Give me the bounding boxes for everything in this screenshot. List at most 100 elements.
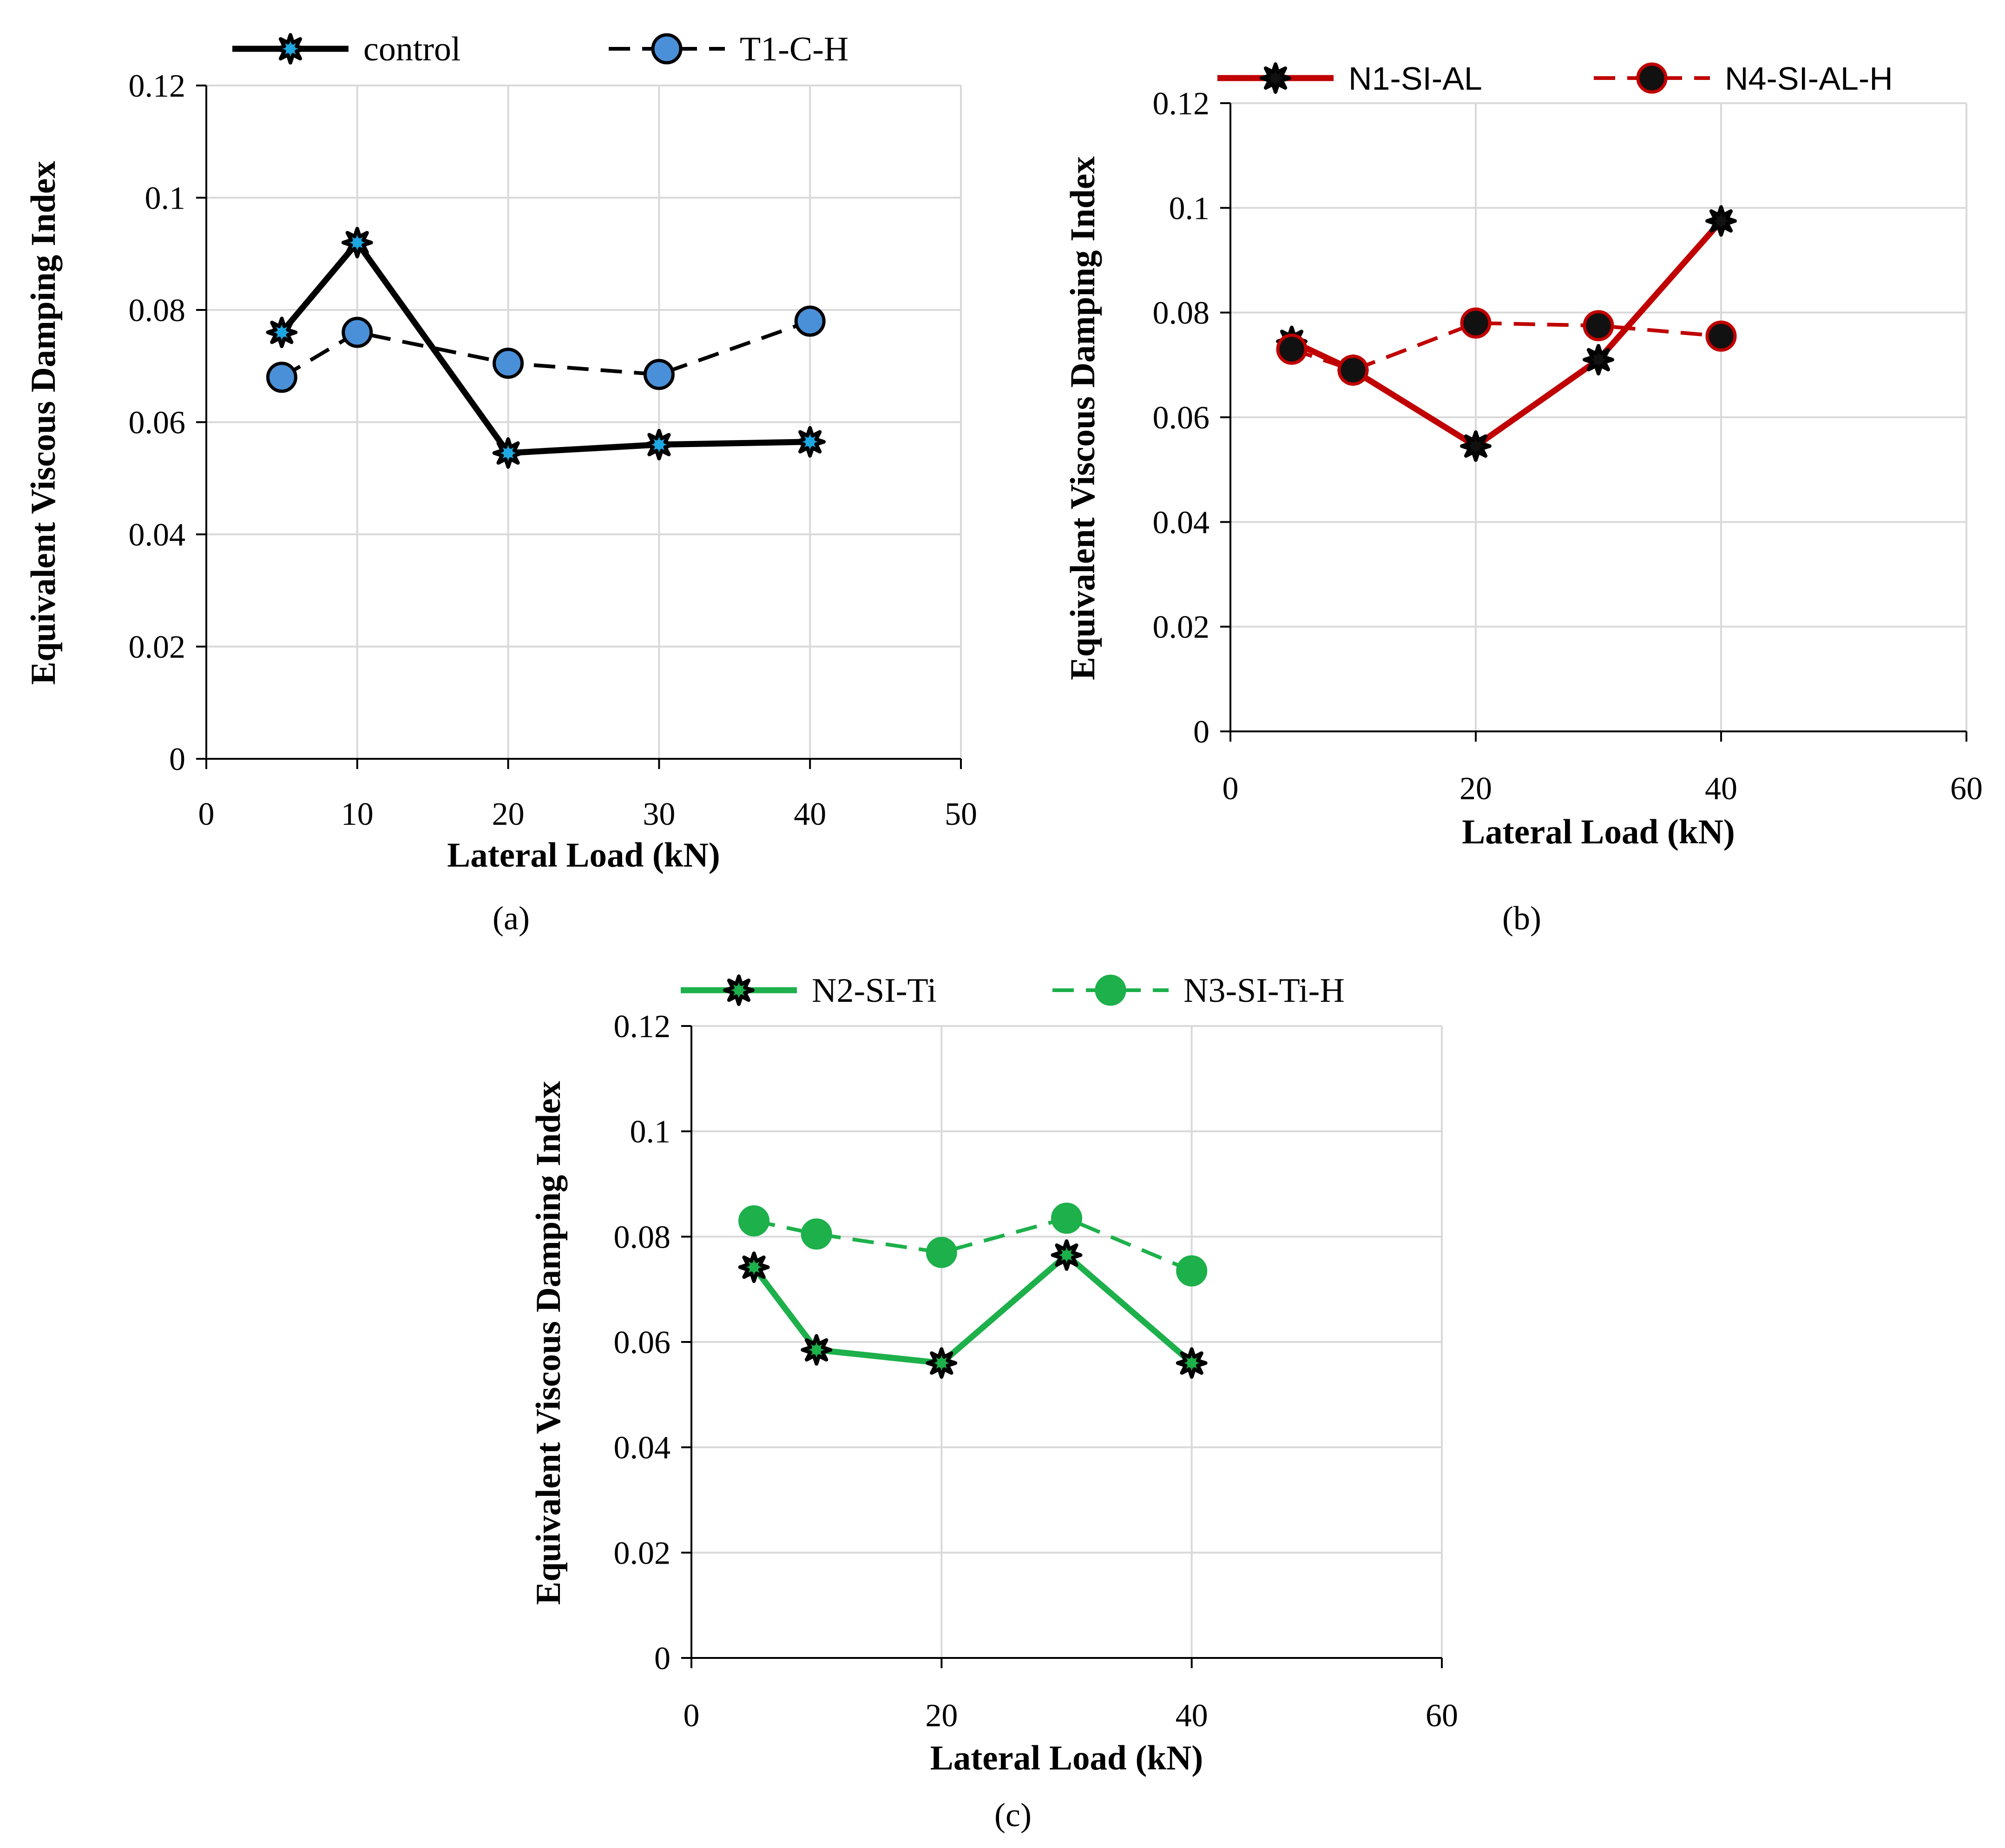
legend-label: N3-SI-Ti-H <box>1183 972 1345 1010</box>
series-line <box>1291 321 1722 372</box>
data-point <box>1176 1255 1208 1287</box>
data-point <box>266 362 297 393</box>
y-tick-label: 0.12 <box>1153 86 1210 122</box>
legend-marker <box>1095 974 1126 1006</box>
data-point <box>1276 334 1308 365</box>
legend: N1-SI-AL N4-SI-AL-H <box>1217 60 1893 97</box>
panel-caption: (c) <box>994 1796 1032 1834</box>
y-tick-label: 0.06 <box>129 405 186 441</box>
y-tick-label: 0.08 <box>129 293 186 329</box>
legend-label: control <box>363 30 461 68</box>
legend-label: T1-C-H <box>740 30 848 68</box>
series-1 <box>1276 205 1737 462</box>
legend: control T1-C-H <box>232 30 848 68</box>
chart-panel-3: 0 0.02 0.04 0.06 0.08 0.1 0.12 0 20 40 60 Lateral L… <box>529 972 1458 1834</box>
data-point <box>801 1218 832 1250</box>
data-point <box>926 1236 957 1268</box>
y-tick-label: 0.04 <box>1153 505 1210 540</box>
x-tick-label: 20 <box>1459 771 1492 807</box>
x-tick-label: 20 <box>492 796 525 832</box>
x-axis-title: Lateral Load (kN) <box>930 1739 1203 1777</box>
y-tick-label: 0 <box>1193 714 1210 750</box>
series-2 <box>1276 307 1737 386</box>
x-axis-title: Lateral Load (kN) <box>1462 813 1735 851</box>
y-tick-label: 0.12 <box>614 1009 671 1045</box>
y-tick-label: 0.1 <box>630 1114 671 1150</box>
legend-marker <box>275 33 306 65</box>
legend-marker <box>651 33 683 65</box>
x-tick-label: 40 <box>1705 771 1737 807</box>
legend-marker <box>723 974 755 1006</box>
x-tick-label: 0 <box>198 796 215 832</box>
data-point <box>926 1347 958 1379</box>
y-tick-label: 0.08 <box>614 1219 671 1255</box>
panel-caption: (b) <box>1502 900 1541 937</box>
data-point <box>643 359 675 390</box>
data-point <box>1583 344 1614 375</box>
y-tick-label: 0.04 <box>129 517 186 553</box>
x-tick-label: 0 <box>1223 771 1239 807</box>
series-1 <box>738 1239 1208 1379</box>
data-point <box>738 1251 770 1283</box>
series-2 <box>738 1203 1208 1287</box>
y-axis-title: Equivalent Viscous Damping Index <box>529 1081 568 1605</box>
y-tick-label: 0.06 <box>614 1325 671 1361</box>
y-tick-label: 0.1 <box>145 181 186 217</box>
data-point <box>492 437 524 469</box>
data-point <box>1337 355 1369 386</box>
x-tick-label: 10 <box>341 796 374 832</box>
legend-label: N1-SI-AL <box>1348 60 1482 97</box>
legend-label: N4-SI-AL-H <box>1725 60 1893 97</box>
chart-panel-1: 0 0.02 0.04 0.06 0.08 0.1 0.12 0 10 20 30 40 50 Later… <box>24 30 977 937</box>
panel-caption: (a) <box>493 900 530 937</box>
x-axis-title: Lateral Load (kN) <box>447 836 720 875</box>
data-point <box>1705 205 1737 237</box>
x-tick-label: 20 <box>925 1698 958 1734</box>
data-point <box>266 316 298 349</box>
y-axis-title: Equivalent Viscous Damping Index <box>24 161 63 685</box>
data-point <box>643 428 675 460</box>
y-tick-label: 0.12 <box>129 68 186 104</box>
y-tick-label: 0.02 <box>614 1535 671 1571</box>
x-tick-label: 40 <box>794 796 826 832</box>
data-point <box>1051 1203 1082 1234</box>
x-tick-label: 60 <box>1426 1698 1458 1734</box>
data-point <box>794 305 826 337</box>
y-tick-label: 0 <box>169 742 185 777</box>
data-point <box>1176 1347 1208 1379</box>
series-line <box>753 1216 1193 1273</box>
data-point <box>738 1205 770 1236</box>
data-point <box>794 426 826 458</box>
data-point <box>1705 320 1737 352</box>
x-tick-label: 50 <box>945 796 977 832</box>
data-point <box>1583 310 1614 342</box>
y-tick-label: 0.1 <box>1169 191 1210 226</box>
x-tick-label: 30 <box>643 796 675 832</box>
data-point <box>1460 430 1492 462</box>
data-point <box>493 348 524 379</box>
data-point <box>341 227 373 258</box>
y-axis-title: Equivalent Viscous Damping Index <box>1064 156 1102 680</box>
series-1 <box>266 227 826 469</box>
series-line <box>1290 219 1723 449</box>
x-tick-label: 0 <box>684 1698 700 1734</box>
legend-label: N2-SI-Ti <box>812 972 937 1010</box>
chart-panel-2: 0 0.02 0.04 0.06 0.08 0.1 0.12 0 20 40 60 Lateral L… <box>1064 60 1983 937</box>
legend: N2-SI-Ti N3-SI-Ti-H <box>681 972 1345 1010</box>
y-tick-label: 0.02 <box>1153 610 1210 645</box>
x-tick-label: 60 <box>1950 771 1983 807</box>
series-2 <box>266 305 826 393</box>
data-point <box>342 316 373 348</box>
legend-marker <box>1636 62 1668 94</box>
y-tick-label: 0 <box>654 1641 671 1677</box>
x-tick-label: 40 <box>1176 1698 1208 1734</box>
data-point <box>1460 307 1492 339</box>
y-tick-label: 0.04 <box>614 1430 671 1466</box>
data-point <box>801 1334 833 1366</box>
data-point <box>1051 1239 1083 1271</box>
legend-marker <box>1260 62 1291 94</box>
y-tick-label: 0.02 <box>129 630 186 665</box>
y-tick-label: 0.08 <box>1153 296 1210 331</box>
y-tick-label: 0.06 <box>1153 400 1210 436</box>
